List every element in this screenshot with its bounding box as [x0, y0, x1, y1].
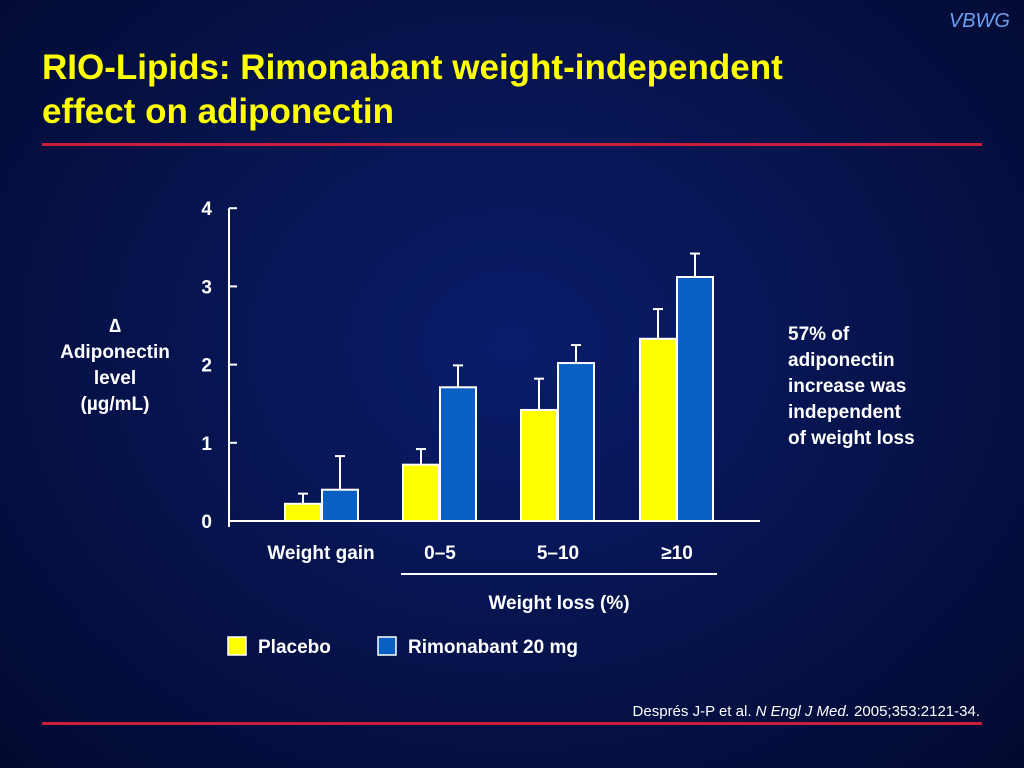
bar — [676, 276, 714, 522]
title-line-1: RIO-Lipids: Rimonabant weight-independen… — [42, 48, 783, 87]
category-label: Weight gain — [267, 543, 374, 564]
bar — [402, 463, 440, 523]
y-tick-label: 3 — [201, 277, 212, 298]
y-tick-label: 1 — [201, 434, 212, 455]
y-tick-label: 0 — [201, 512, 212, 533]
category-label: 0–5 — [424, 543, 456, 564]
bar — [557, 362, 595, 523]
category-label: 5–10 — [537, 543, 579, 564]
x-group-label: Weight loss (%) — [488, 593, 629, 614]
legend-swatch — [227, 636, 247, 656]
y-tick-label: 4 — [201, 199, 212, 220]
bar — [439, 386, 477, 523]
legend-label: Placebo — [258, 637, 331, 658]
title-line-2: effect on adiponectin — [42, 92, 394, 131]
citation-details: 2005;353:2121-34. — [849, 703, 980, 720]
footer-divider — [42, 722, 982, 725]
citation-authors: Després J-P et al. — [632, 703, 756, 720]
annotation-line: 57% of — [788, 324, 850, 345]
bar — [520, 408, 558, 522]
citation-journal: N Engl J Med. — [755, 703, 850, 720]
annotation-line: adiponectin — [788, 350, 895, 371]
bar — [321, 488, 359, 523]
annotation-text: 57% of adiponectin increase was independ… — [788, 322, 988, 452]
slide-title: RIO-Lipids: Rimonabant weight-independen… — [42, 46, 942, 134]
y-tick-label: 2 — [201, 356, 212, 377]
y-axis-label-line: (µg/mL) — [80, 394, 150, 415]
y-axis-label-line: Adiponectin — [60, 342, 170, 363]
citation: Després J-P et al. N Engl J Med. 2005;35… — [633, 703, 980, 720]
y-axis-label-line: level — [93, 368, 137, 389]
legend-swatch — [377, 636, 397, 656]
category-label: ≥10 — [661, 543, 693, 564]
brand-logo: VBWG — [948, 10, 1010, 32]
bar — [639, 337, 677, 522]
annotation-line: increase was — [788, 376, 907, 397]
y-axis-label: ∆ Adiponectin level (µg/mL) — [40, 314, 190, 418]
legend-label: Rimonabant 20 mg — [408, 637, 578, 658]
title-divider — [42, 143, 982, 146]
y-axis-label-line: ∆ — [109, 316, 121, 337]
annotation-line: of weight loss — [788, 428, 915, 449]
bar — [284, 502, 322, 522]
annotation-line: independent — [788, 402, 901, 423]
